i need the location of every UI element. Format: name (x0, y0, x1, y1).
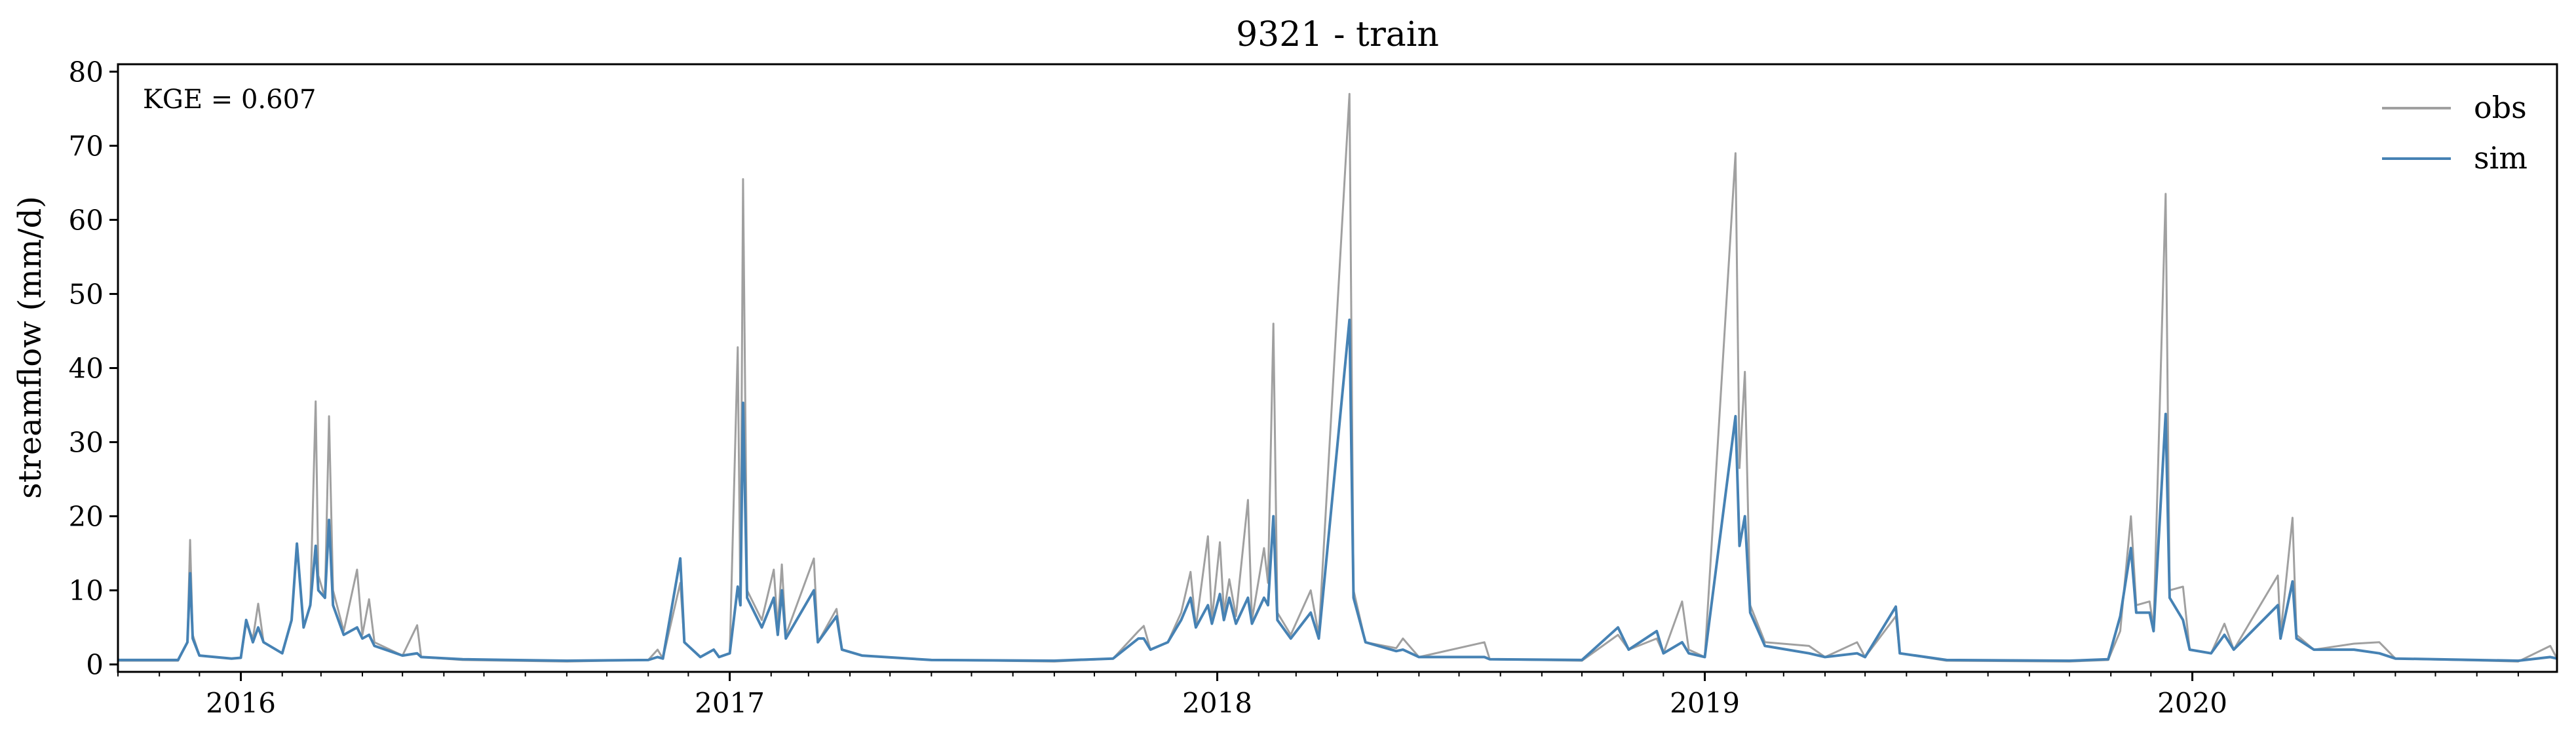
y-tick-label: 80 (69, 56, 104, 88)
x-tick-label: 2018 (1182, 687, 1252, 719)
chart-title: 9321 - train (1236, 15, 1439, 54)
y-tick-label: 40 (69, 353, 104, 385)
y-tick-label: 70 (69, 130, 104, 162)
legend-sim-label: sim (2474, 140, 2528, 176)
x-tick-label: 2019 (1670, 687, 1740, 719)
legend-obs-label: obs (2474, 90, 2527, 125)
series-line-sim (118, 319, 2558, 662)
y-tick-label: 20 (69, 501, 104, 533)
y-tick-label: 0 (86, 649, 104, 681)
series-line-obs (118, 92, 2558, 663)
kge-annotation: KGE = 0.607 (143, 85, 317, 115)
y-axis: 0 10 20 30 40 50 60 70 80 (69, 56, 118, 681)
x-tick-label: 2016 (206, 687, 276, 719)
x-tick-label: 2020 (2157, 687, 2227, 719)
x-axis: 2016 2017 2018 2019 2020 (117, 672, 2519, 719)
y-tick-label: 10 (69, 575, 104, 607)
x-tick-label: 2017 (695, 687, 765, 719)
y-axis-label: streamflow (mm/d) (12, 196, 48, 499)
y-tick-label: 30 (69, 427, 104, 459)
plot-series (118, 92, 2558, 663)
legend: obs sim (2382, 90, 2528, 176)
y-tick-label: 60 (69, 204, 104, 236)
plot-frame (117, 63, 2558, 673)
y-tick-label: 50 (69, 278, 104, 310)
